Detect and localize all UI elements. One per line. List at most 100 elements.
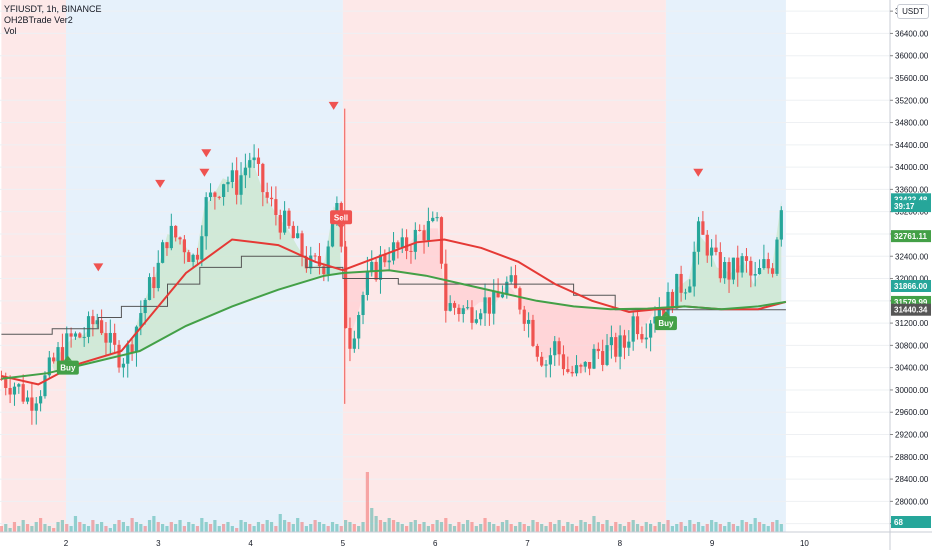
sell-triangle [199, 168, 210, 177]
volume-bar [653, 526, 657, 532]
candle-body [239, 175, 243, 195]
volume-label[interactable]: Vol [4, 26, 17, 36]
volume-bar [666, 520, 670, 532]
currency-button[interactable]: USDT [897, 4, 929, 19]
candle-body [513, 275, 518, 289]
volume-bar [165, 526, 169, 532]
volume-bar [113, 524, 117, 532]
volume-bar [69, 526, 73, 532]
volume-bar [200, 518, 204, 532]
candle-body [309, 255, 313, 269]
candle-body [470, 307, 474, 323]
volume-bar [518, 522, 522, 532]
candle-body [60, 347, 64, 362]
candle-body [261, 163, 265, 193]
candle-body [243, 167, 247, 176]
candle-body [487, 297, 491, 314]
candle-body [649, 323, 653, 338]
volume-bar [21, 520, 25, 532]
signal-box [654, 316, 677, 331]
volume-bar [383, 522, 387, 532]
candle-body [396, 242, 400, 249]
volume-bar [522, 524, 526, 532]
candle-body [527, 319, 531, 324]
candle-body [448, 303, 452, 311]
candle-body [431, 217, 435, 222]
volume-bar [130, 518, 134, 532]
price-tag-label: 31579.99 [894, 298, 928, 307]
volume-bar [400, 524, 404, 532]
volume-bar [73, 516, 78, 532]
candle-body [248, 160, 252, 168]
volume-bar [357, 526, 361, 532]
indicator-label[interactable]: OH2BTrade Ver2 [4, 15, 73, 25]
volume-bar [283, 520, 287, 532]
volume-bar [531, 520, 535, 532]
volume-bar [418, 524, 422, 532]
symbol-line[interactable]: YFIUSDT, 1h, BINANCE [4, 4, 102, 14]
volume-bar [256, 522, 261, 532]
volume-bar [169, 522, 173, 532]
x-tick-label: 9 [710, 539, 715, 548]
volume-bar [535, 522, 539, 532]
candle-body [161, 242, 165, 263]
volume-bar [749, 524, 753, 532]
volume-bar [505, 520, 509, 532]
price-tag-bg [891, 200, 931, 213]
volume-bar [679, 522, 683, 532]
volume-bar [701, 526, 705, 532]
volume-bar [182, 526, 186, 532]
price-tag: 39:17 [891, 200, 931, 213]
y-tick-label: 34400.00 [895, 141, 929, 150]
candle-body [291, 225, 295, 239]
volume-bar [466, 520, 470, 532]
volume-bar [474, 526, 478, 532]
candle-body [413, 229, 417, 252]
volume-bar [65, 524, 69, 532]
candle-body [152, 277, 156, 289]
buy-signal: Buy [56, 355, 79, 375]
volume-bar [156, 522, 160, 532]
candle-body [226, 182, 230, 185]
candle-body [213, 192, 217, 197]
time-axis[interactable]: 2 3 4 5 6 7 8 9 10 [0, 531, 932, 548]
x-tick-label: 6 [433, 539, 438, 548]
volume-bar [78, 522, 82, 532]
volume-bar [47, 526, 51, 532]
candle-body [235, 170, 239, 195]
candle-body [357, 315, 361, 339]
volume-bar [435, 520, 439, 532]
volume-bar [378, 520, 383, 532]
price-axis[interactable]: 27600.0028000.0028400.0028800.0029200.00… [889, 0, 929, 550]
candle-body [579, 365, 583, 367]
volume-bar [444, 518, 448, 532]
volume-bar [509, 524, 513, 532]
price-tag-label: 31866.00 [894, 282, 928, 291]
candle-body [605, 345, 609, 365]
volume-bar [313, 520, 317, 532]
candle-body [34, 403, 38, 411]
candle-body [553, 341, 557, 356]
volume-bar [222, 524, 226, 532]
volume-bar [152, 516, 156, 532]
candle-body [583, 361, 587, 367]
candle-body [52, 357, 56, 362]
volume-bar [344, 520, 348, 532]
signal-label: Buy [658, 319, 674, 328]
volume-bar [601, 524, 605, 532]
trend-fill [52, 156, 342, 372]
candle-body [322, 266, 326, 275]
candle-body [165, 242, 169, 249]
volume-bar [278, 514, 282, 532]
candle-body [256, 157, 261, 164]
x-tick-label: 7 [525, 539, 530, 548]
volume-bar [479, 524, 483, 532]
volume-bar [134, 522, 139, 532]
candle-body [39, 396, 43, 404]
volume-bar [500, 522, 505, 532]
volume-bar [452, 526, 457, 532]
volume-bar [757, 522, 762, 532]
candle-body [43, 375, 47, 397]
volume-bar [43, 524, 47, 532]
